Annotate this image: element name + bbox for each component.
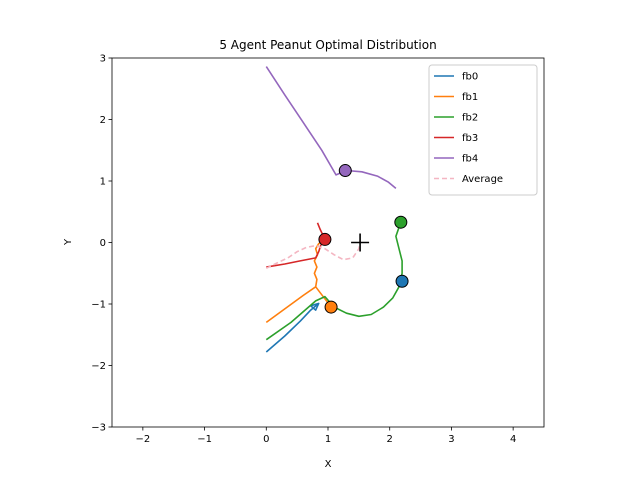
legend-label-fb2: fb2 — [462, 113, 478, 124]
legend-box — [428, 64, 538, 196]
series-line-fb2 — [265, 221, 403, 341]
legend: fb0 fb1 fb2 fb3 fb4 Average — [428, 64, 538, 196]
chart-title: 5 Agent Peanut Optimal Distribution — [219, 38, 436, 52]
agent-marker-fb2 — [394, 215, 408, 229]
legend-label-fb3: fb3 — [462, 133, 478, 144]
legend-label-Average: Average — [462, 174, 503, 185]
series-group — [265, 66, 409, 353]
y-tick-label: 1 — [100, 177, 106, 188]
x-tick-label: 0 — [263, 434, 269, 445]
x-tick-label: 4 — [510, 434, 516, 445]
x-tick-label: 1 — [325, 434, 331, 445]
x-tick-label: −1 — [197, 434, 212, 445]
y-tick-label: −1 — [91, 300, 106, 311]
y-tick-label: 2 — [100, 115, 106, 126]
x-tick-label: 3 — [448, 434, 454, 445]
series-line-Average — [265, 240, 361, 270]
y-tick-label: 0 — [100, 238, 106, 249]
x-tick-label: −2 — [135, 434, 150, 445]
series-line-fb1 — [265, 238, 326, 324]
series-line-fb0 — [265, 302, 320, 353]
y-tick-label: 3 — [100, 54, 106, 65]
y-axis-label: Y — [63, 238, 74, 246]
agent-marker-fb1 — [324, 300, 338, 314]
legend-label-fb4: fb4 — [462, 154, 478, 165]
series-line-fb3 — [266, 222, 326, 268]
legend-label-fb0: fb0 — [462, 72, 478, 83]
y-tick-label: −2 — [91, 361, 106, 372]
y-tick-label: −3 — [91, 423, 106, 434]
agent-marker-fb0 — [395, 274, 409, 288]
x-tick-label: 2 — [387, 434, 393, 445]
axes: −2 −1 0 1 2 3 4 −3 −2 −1 0 1 2 3 — [91, 54, 545, 445]
x-axis-label: X — [325, 459, 332, 470]
agent-marker-fb4 — [338, 164, 352, 178]
plot-area — [265, 66, 409, 353]
legend-label-fb1: fb1 — [462, 92, 478, 103]
agent-marker-fb3 — [318, 232, 332, 246]
